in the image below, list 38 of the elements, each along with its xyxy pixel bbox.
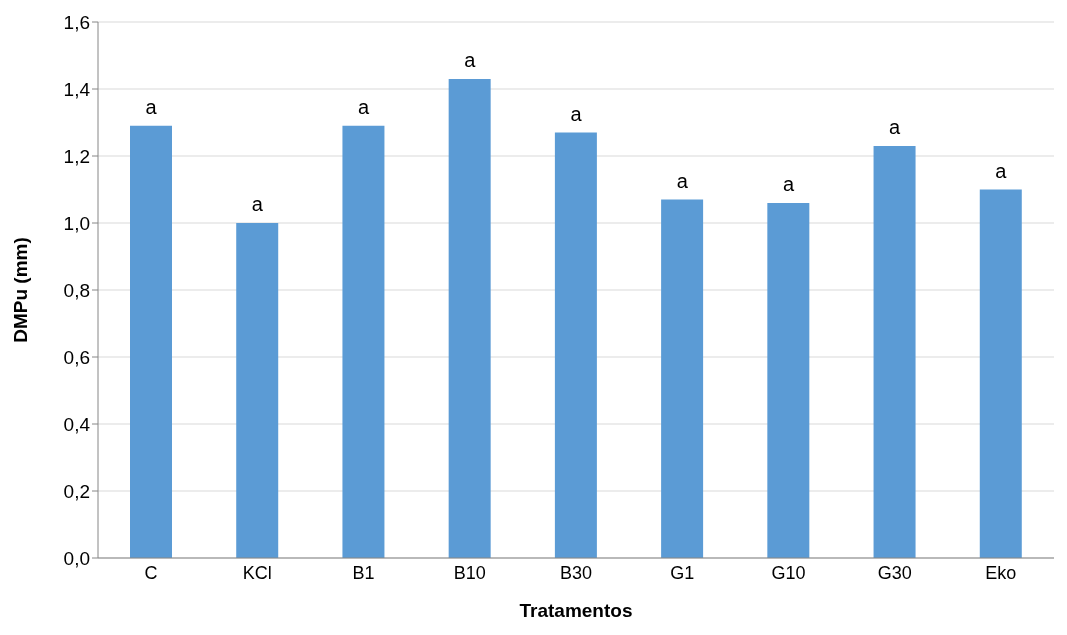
annotation: a [145, 95, 158, 118]
y-tick-label: 1,0 [63, 212, 90, 234]
x-axis-title: Tratamentos [519, 600, 633, 622]
bar [130, 125, 172, 558]
bar [873, 145, 916, 558]
x-tick-label: Eko [985, 562, 1017, 583]
annotation: a [995, 159, 1008, 182]
x-tick-label: C [144, 562, 158, 583]
y-tick-label: 1,6 [63, 11, 90, 33]
x-tick-label: B1 [352, 562, 375, 583]
y-tick-label: 0,2 [63, 480, 90, 502]
y-tick-label: 0,8 [63, 279, 90, 301]
annotation: a [889, 115, 902, 138]
y-axis-title: DMPu (mm) [9, 237, 31, 343]
y-tick-label: 0,6 [63, 346, 90, 368]
y-tick-label: 1,4 [63, 78, 91, 100]
x-tick-label: G10 [771, 562, 806, 583]
x-tick-label: KCl [242, 562, 272, 583]
x-tick-label: B10 [453, 562, 486, 583]
annotation: a [464, 48, 477, 71]
x-tick-label: G1 [670, 562, 695, 583]
annotation: a [782, 172, 795, 195]
bar [554, 132, 597, 558]
annotation: a [676, 169, 689, 192]
annotation: a [570, 102, 583, 125]
y-tick-label: 1,2 [63, 145, 90, 167]
bar [661, 199, 704, 558]
x-tick-label: B30 [559, 562, 593, 583]
y-tick-label: 0,4 [63, 413, 91, 435]
bar [767, 202, 810, 558]
bar [342, 125, 385, 558]
bar [448, 78, 491, 558]
x-tick-label: G30 [877, 562, 912, 583]
annotation: a [251, 193, 264, 215]
annotation: a [357, 95, 370, 118]
y-tick-label: 0,0 [63, 547, 90, 569]
bar [236, 223, 279, 558]
bar [979, 189, 1022, 558]
